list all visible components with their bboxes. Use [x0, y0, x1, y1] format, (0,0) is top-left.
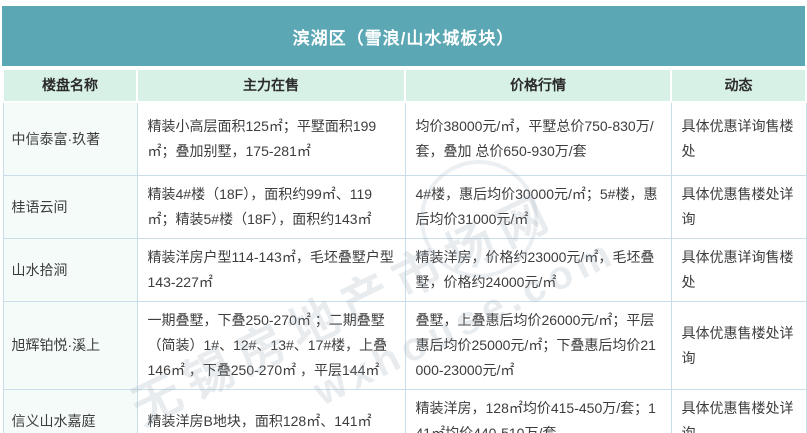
- cell-price-market: 4#楼，惠后均价30000元/㎡；5#楼，惠后均价31000元/㎡: [404, 175, 672, 239]
- column-header-dynamics: 动态: [670, 68, 807, 103]
- listings-table: 楼盘名称 主力在售 价格行情 动态 中信泰富·玖著 精装小高层面积125㎡；平墅…: [2, 68, 807, 433]
- cell-main-selling: 精装小高层面积125㎡；平墅面积199㎡；叠加别墅，175-281㎡: [136, 101, 406, 176]
- table-row: 信义山水嘉庭 精装洋房B地块，面积128㎡、141㎡ 精装洋房，128㎡均价41…: [2, 389, 807, 433]
- cell-project-name: 桂语云间: [2, 175, 138, 239]
- column-header-price-market: 价格行情: [404, 68, 672, 103]
- column-header-main-selling: 主力在售: [136, 68, 406, 103]
- cell-main-selling: 精装4#楼（18F），面积约99㎡、119㎡；精装5#楼（18F），面积约143…: [136, 175, 406, 239]
- table-title: 滨湖区（雪浪/山水城板块）: [292, 28, 515, 48]
- cell-project-name: 山水拾涧: [2, 238, 138, 302]
- cell-dynamics: 具体优惠详询售楼处: [670, 238, 807, 302]
- table-row: 旭辉铂悦·溪上 一期叠墅，下叠250-270㎡ ；二期叠墅（简装）1#、12#、…: [2, 301, 807, 390]
- cell-main-selling: 精装洋房B地块，面积128㎡、141㎡: [136, 389, 406, 433]
- cell-dynamics: 具体优惠售楼处详询: [670, 301, 807, 390]
- cell-dynamics: 具体优惠售楼处详询: [670, 389, 807, 433]
- cell-project-name: 信义山水嘉庭: [2, 389, 138, 433]
- column-header-project-name: 楼盘名称: [2, 68, 138, 103]
- cell-main-selling: 精装洋房户型114-143㎡，毛坯叠墅户型143-227㎡: [136, 238, 406, 302]
- cell-dynamics: 具体优惠详询售楼处: [670, 101, 807, 176]
- table-row: 桂语云间 精装4#楼（18F），面积约99㎡、119㎡；精装5#楼（18F），面…: [2, 175, 807, 239]
- header-row: 楼盘名称 主力在售 价格行情 动态: [2, 68, 807, 103]
- table-title-bar: 滨湖区（雪浪/山水城板块）: [2, 6, 805, 66]
- cell-price-market: 叠墅，上叠惠后均价26000元/㎡；平层惠后均价25000元/㎡；下叠惠后均价2…: [404, 301, 672, 390]
- cell-dynamics: 具体优惠售楼处详询: [670, 175, 807, 239]
- cell-price-market: 精装洋房，128㎡均价415-450万/套；141㎡均价440-510万/套: [404, 389, 672, 433]
- table-row: 中信泰富·玖著 精装小高层面积125㎡；平墅面积199㎡；叠加别墅，175-28…: [2, 101, 807, 176]
- cell-project-name: 中信泰富·玖著: [2, 101, 138, 176]
- cell-price-market: 均价38000元/㎡，平墅总价750-830万/套，叠加 总价650-930万/…: [404, 101, 672, 176]
- table-row: 山水拾涧 精装洋房户型114-143㎡，毛坯叠墅户型143-227㎡ 精装洋房，…: [2, 238, 807, 302]
- cell-project-name: 旭辉铂悦·溪上: [2, 301, 138, 390]
- cell-price-market: 精装洋房，价格约23000元/㎡，毛坯叠墅，价格约24000元/㎡: [404, 238, 672, 302]
- cell-main-selling: 一期叠墅，下叠250-270㎡ ；二期叠墅（简装）1#、12#、13#、17#楼…: [136, 301, 406, 390]
